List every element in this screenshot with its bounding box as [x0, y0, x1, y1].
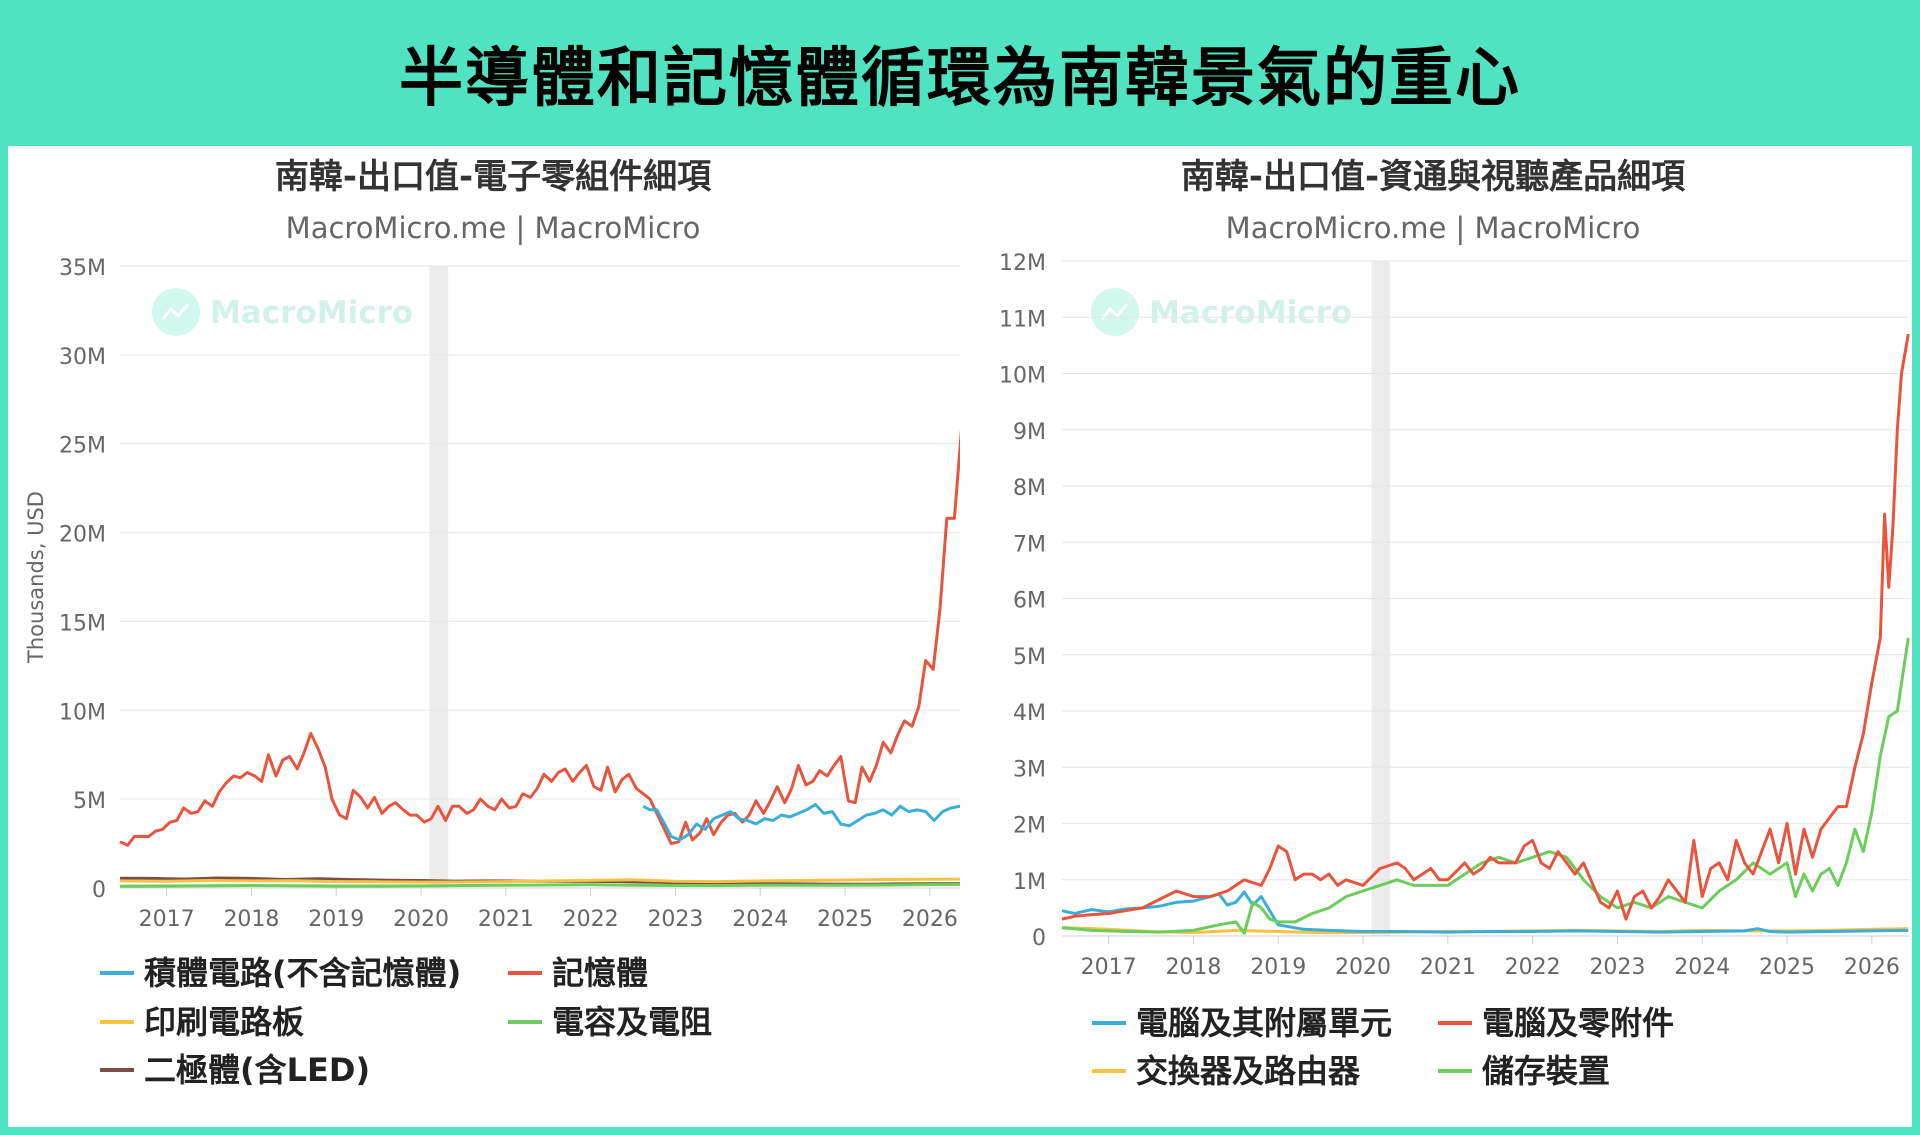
x-tick-label: 2018 [223, 907, 279, 932]
watermark-chart-icon [161, 303, 190, 320]
banner-title: 半導體和記憶體循環為南韓景氣的重心 [399, 42, 1521, 116]
x-tick-label: 2021 [478, 907, 534, 932]
legend-item-1: 記憶體 [508, 954, 648, 992]
legend-item-1: 電腦及零附件 [1438, 1004, 1674, 1042]
x-tick-label: 2019 [1250, 955, 1306, 980]
chart-title: 南韓-出口值-資通與視聽產品細項 [1181, 157, 1686, 197]
legend-item-0: 積體電路(不含記憶體) [100, 954, 461, 992]
chart-ict-products: 南韓-出口值-資通與視聽產品細項 MacroMicro.me | MacroMic… [999, 157, 1910, 1090]
y-tick-label: 11M [999, 307, 1046, 332]
x-tick-label: 2021 [1420, 955, 1476, 980]
y-tick-label: 4M [1013, 701, 1046, 726]
legend-item-2: 交換器及路由器 [1092, 1052, 1361, 1090]
legend-item-4: 二極體(含LED) [100, 1051, 370, 1089]
banner: 半導體和記憶體循環為南韓景氣的重心 [0, 0, 1920, 146]
y-tick-label: 25M [59, 434, 106, 459]
watermark-text: MacroMicro [210, 295, 413, 331]
y-tick-label: 30M [59, 345, 106, 370]
series-line-1 [119, 429, 960, 847]
x-tick-label: 2020 [1335, 955, 1391, 980]
y-tick-label: 2M [1013, 814, 1046, 839]
x-tick-label: 2025 [1759, 955, 1815, 980]
y-tick-label: 6M [1013, 589, 1046, 614]
x-tick-label: 2018 [1165, 955, 1221, 980]
legend-item-3: 儲存裝置 [1438, 1052, 1610, 1090]
x-tick-label: 2026 [902, 907, 958, 932]
x-tick-label: 2019 [308, 907, 364, 932]
y-tick-label: 8M [1013, 476, 1046, 501]
legend-label: 電容及電阻 [552, 1003, 712, 1041]
legend-label: 電腦及其附屬單元 [1136, 1004, 1392, 1042]
x-tick-label: 2025 [817, 907, 873, 932]
x-tick-label: 2023 [1589, 955, 1645, 980]
legend-item-0: 電腦及其附屬單元 [1092, 1004, 1392, 1042]
y-tick-label: 5M [73, 789, 106, 814]
series-line-3 [119, 882, 960, 888]
y-tick-label: 10M [999, 364, 1046, 389]
legend-item-2: 印刷電路板 [100, 1003, 304, 1041]
y-tick-label: 10M [59, 700, 106, 725]
watermark: MacroMicro [1091, 288, 1352, 336]
y-tick-label: 15M [59, 611, 106, 636]
legend-item-3: 電容及電阻 [508, 1003, 712, 1041]
chart-title: 南韓-出口值-電子零組件細項 [275, 157, 712, 197]
series-line-0 [1061, 890, 1909, 934]
y-tick-label: 35M [59, 256, 106, 281]
y-tick-label: 7M [1013, 532, 1046, 557]
watermark-logo-icon [1091, 288, 1139, 336]
y-axis-label: Thousands, USD [24, 491, 48, 664]
chart-subtitle: MacroMicro.me | MacroMicro [1226, 211, 1641, 245]
legend-label: 儲存裝置 [1482, 1052, 1610, 1090]
series-line-1 [1061, 333, 1910, 921]
x-tick-label: 2017 [1081, 955, 1137, 980]
y-tick-label: 3M [1013, 757, 1046, 782]
x-tick-label: 2024 [732, 907, 788, 932]
x-tick-label: 2026 [1844, 955, 1900, 980]
y-tick-label: 0 [92, 878, 106, 903]
chart-electronic-components: 南韓-出口值-電子零組件細項 MacroMicro.me | MacroMicro… [24, 157, 960, 1089]
x-tick-label: 2022 [1505, 955, 1561, 980]
legend-label: 電腦及零附件 [1482, 1004, 1674, 1042]
watermark: MacroMicro [152, 288, 413, 336]
legend-label: 印刷電路板 [144, 1003, 304, 1041]
x-tick-label: 2020 [393, 907, 449, 932]
y-tick-label: 9M [1013, 420, 1046, 445]
y-tick-label: 12M [999, 251, 1046, 276]
watermark-chart-icon [1100, 303, 1129, 320]
legend-label: 交換器及路由器 [1136, 1052, 1361, 1090]
legend-label: 記憶體 [552, 954, 648, 992]
watermark-text: MacroMicro [1149, 295, 1352, 331]
legend-label: 積體電路(不含記憶體) [144, 954, 461, 992]
legend-label: 二極體(含LED) [144, 1051, 370, 1089]
y-tick-label: 5M [1013, 645, 1046, 670]
chart-subtitle: MacroMicro.me | MacroMicro [286, 211, 701, 245]
x-tick-label: 2017 [139, 907, 195, 932]
y-tick-label: 20M [59, 523, 106, 548]
y-tick-label: 1M [1013, 870, 1046, 895]
series-line-0 [642, 803, 960, 842]
x-tick-label: 2023 [647, 907, 703, 932]
x-tick-label: 2024 [1674, 955, 1730, 980]
x-tick-label: 2022 [563, 907, 619, 932]
charts-panel: 南韓-出口值-電子零組件細項 MacroMicro.me | MacroMicro… [8, 146, 1912, 1127]
series-line-2 [119, 877, 960, 884]
y-tick-label: 0 [1032, 926, 1046, 951]
watermark-logo-icon [152, 288, 200, 336]
recession-band [429, 266, 449, 888]
series-line-3 [1061, 637, 1910, 935]
